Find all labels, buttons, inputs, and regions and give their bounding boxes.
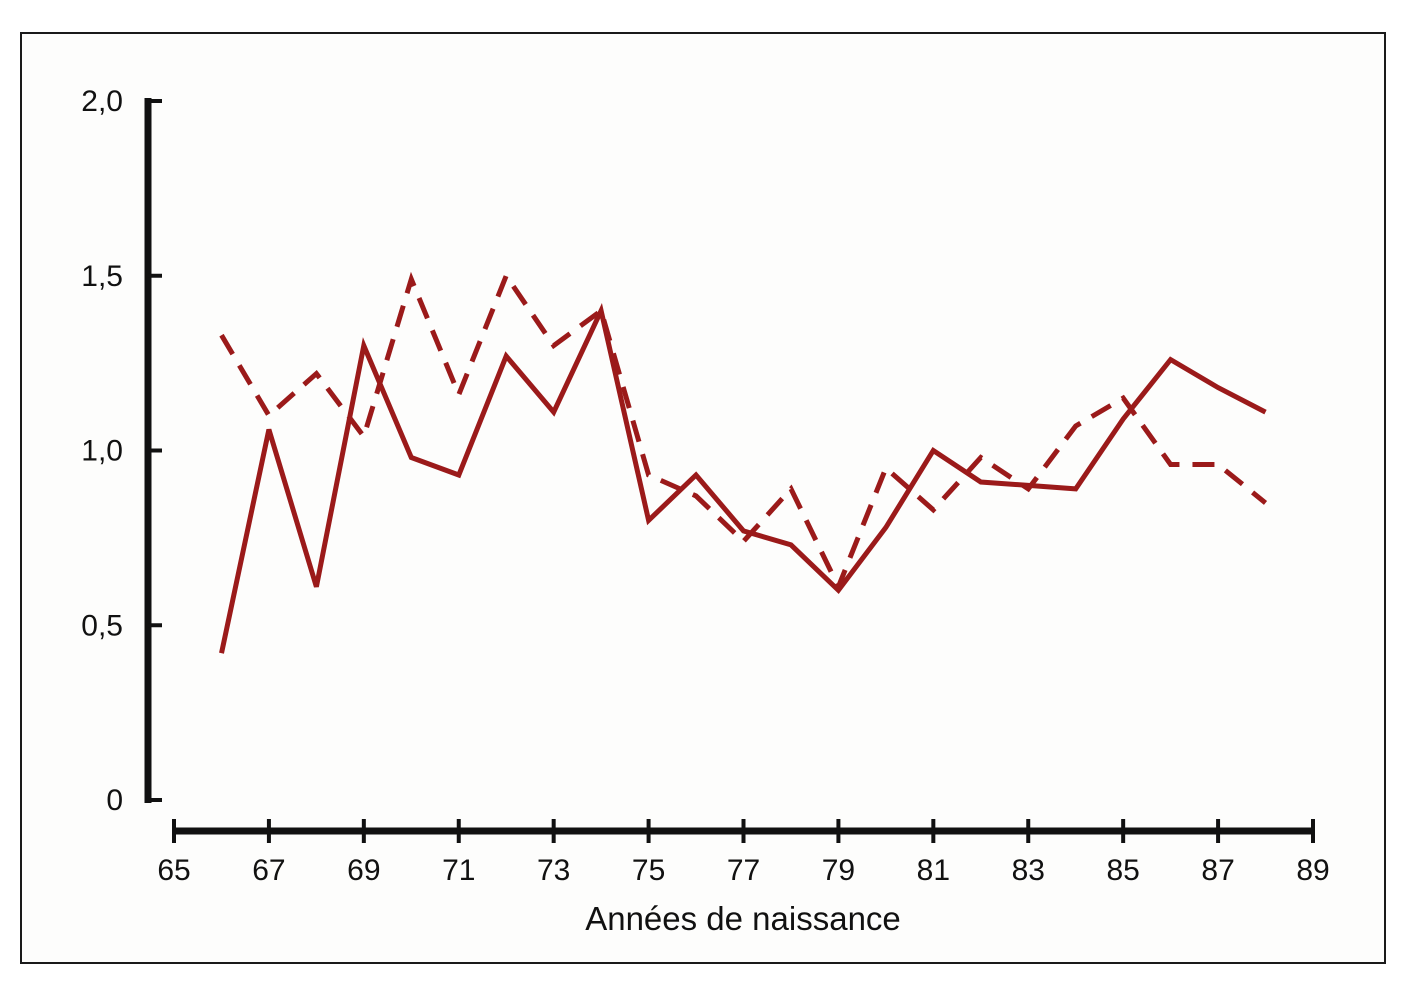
x-axis-title: Années de naissance — [585, 900, 901, 937]
x-tick-label: 79 — [822, 854, 855, 887]
x-tick-label: 77 — [727, 854, 760, 887]
x-tick-label: 81 — [917, 854, 950, 887]
y-axis: 0 0,5 1,0 1,5 2,0 — [81, 85, 162, 817]
x-tick-label: 65 — [157, 854, 190, 887]
x-tick-label: 73 — [537, 854, 570, 887]
x-tick-label: 71 — [442, 854, 475, 887]
y-tick-label: 0 — [106, 784, 123, 817]
x-tick-label: 67 — [252, 854, 285, 887]
x-axis: 65 67 69 71 73 75 77 79 81 83 85 87 89 — [157, 819, 1330, 887]
x-tick-label: 87 — [1201, 854, 1234, 887]
y-tick-label: 2,0 — [81, 85, 123, 118]
y-ticks: 0 0,5 1,0 1,5 2,0 — [81, 85, 162, 817]
y-tick-label: 0,5 — [81, 609, 123, 642]
x-tick-label: 69 — [347, 854, 380, 887]
x-tick-label: 83 — [1012, 854, 1045, 887]
dashed-series-line — [219, 270, 1268, 593]
x-tick-label: 85 — [1106, 854, 1139, 887]
series — [219, 270, 1268, 654]
x-tick-label: 89 — [1296, 854, 1329, 887]
x-ticks: 65 67 69 71 73 75 77 79 81 83 85 87 89 — [157, 819, 1330, 887]
solid-series-line — [219, 303, 1267, 654]
y-tick-label: 1,5 — [81, 260, 123, 293]
chart-frame — [20, 32, 1386, 964]
x-tick-label: 75 — [632, 854, 665, 887]
y-tick-label: 1,0 — [81, 435, 123, 468]
